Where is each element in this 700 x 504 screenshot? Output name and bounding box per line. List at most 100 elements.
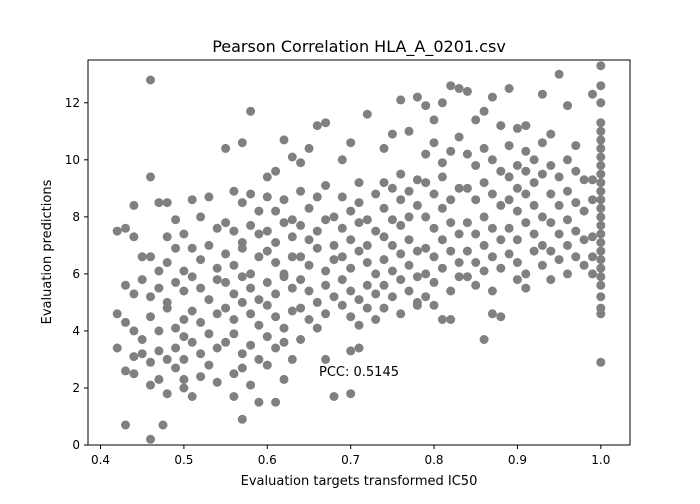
data-point-191	[346, 263, 356, 273]
data-point-79	[246, 106, 256, 116]
data-point-0	[112, 226, 122, 236]
data-point-326	[504, 223, 514, 233]
data-point-40	[162, 258, 172, 267]
y-tick-label: 8	[72, 210, 80, 224]
data-point-103	[254, 320, 264, 330]
data-point-64	[204, 295, 214, 305]
data-point-396	[588, 252, 597, 262]
data-point-383	[596, 238, 606, 247]
data-point-295	[496, 235, 506, 245]
data-point-288	[479, 178, 489, 188]
data-point-308	[504, 84, 514, 93]
data-point-148	[312, 121, 322, 131]
data-point-324	[529, 200, 539, 210]
data-point-28	[154, 374, 164, 384]
data-point-110	[237, 363, 247, 373]
data-point-269	[437, 263, 447, 273]
data-point-289	[487, 189, 497, 199]
data-point-298	[479, 240, 489, 250]
data-point-237	[404, 286, 414, 296]
data-point-18	[154, 326, 164, 336]
data-point-175	[321, 354, 331, 364]
data-point-374	[596, 161, 606, 170]
data-point-345	[563, 155, 572, 165]
data-point-236	[396, 275, 406, 285]
data-point-45	[179, 315, 189, 324]
data-point-299	[487, 252, 497, 262]
data-point-122	[287, 215, 297, 225]
data-point-138	[287, 306, 297, 316]
x-tick-label: 1.0	[591, 453, 610, 467]
data-point-310	[521, 121, 531, 131]
data-point-201	[346, 312, 356, 322]
data-point-83	[254, 206, 264, 216]
data-point-273	[429, 300, 439, 310]
data-point-285	[496, 166, 506, 176]
data-point-192	[354, 246, 364, 256]
data-point-71	[196, 349, 206, 359]
data-point-371	[596, 135, 606, 145]
data-point-376	[596, 178, 606, 188]
data-point-57	[212, 223, 222, 233]
data-point-340	[554, 69, 564, 79]
data-point-197	[354, 295, 364, 305]
data-point-100	[229, 315, 239, 324]
data-point-373	[596, 152, 606, 162]
data-point-74	[196, 372, 206, 382]
data-point-97	[246, 283, 256, 293]
data-point-320	[537, 169, 547, 179]
data-point-221	[396, 195, 406, 205]
data-point-16	[137, 335, 147, 344]
data-point-353	[546, 218, 556, 228]
data-point-287	[471, 195, 481, 205]
data-point-329	[529, 229, 539, 239]
data-point-111	[246, 380, 256, 390]
data-point-80	[229, 186, 239, 196]
data-point-137	[279, 323, 289, 333]
data-point-301	[462, 272, 472, 282]
data-point-339	[546, 129, 556, 139]
data-point-10	[146, 292, 155, 302]
data-point-217	[404, 186, 414, 196]
data-point-108	[254, 354, 264, 364]
data-point-195	[337, 275, 347, 285]
data-point-69	[212, 309, 222, 319]
x-tick-label: 0.7	[341, 453, 360, 467]
data-point-252	[421, 178, 431, 188]
data-point-34	[154, 198, 164, 208]
x-axis: 0.4 0.5 0.6 0.7 0.8 0.9 1.0	[91, 445, 610, 467]
data-point-67	[196, 317, 206, 327]
data-point-68	[204, 329, 214, 339]
data-point-317	[512, 183, 522, 193]
data-point-128	[271, 258, 281, 267]
data-point-395	[588, 232, 597, 242]
data-point-325	[537, 212, 547, 222]
data-point-319	[529, 178, 539, 188]
data-point-131	[262, 277, 272, 287]
data-point-337	[521, 283, 531, 293]
data-point-316	[504, 172, 514, 182]
data-point-27	[146, 380, 155, 390]
y-axis: 0 2 4 6 8 10 12	[65, 96, 88, 452]
data-point-358	[546, 246, 556, 256]
data-point-140	[271, 343, 281, 353]
data-point-380	[596, 212, 606, 222]
data-point-127	[262, 246, 272, 256]
y-tick-label: 10	[65, 153, 80, 167]
data-point-397	[588, 269, 597, 279]
data-point-39	[179, 229, 189, 239]
data-point-105	[229, 329, 239, 339]
data-point-359	[554, 255, 564, 265]
data-point-92	[246, 269, 256, 279]
data-point-351	[571, 198, 581, 208]
data-point-328	[521, 218, 531, 228]
data-point-315	[537, 138, 547, 148]
data-point-188	[362, 240, 372, 250]
data-point-144	[279, 374, 289, 384]
data-point-286	[462, 183, 472, 193]
data-point-4	[137, 252, 147, 262]
data-point-375	[596, 169, 606, 179]
data-point-186	[346, 235, 356, 245]
data-point-250	[446, 146, 456, 156]
